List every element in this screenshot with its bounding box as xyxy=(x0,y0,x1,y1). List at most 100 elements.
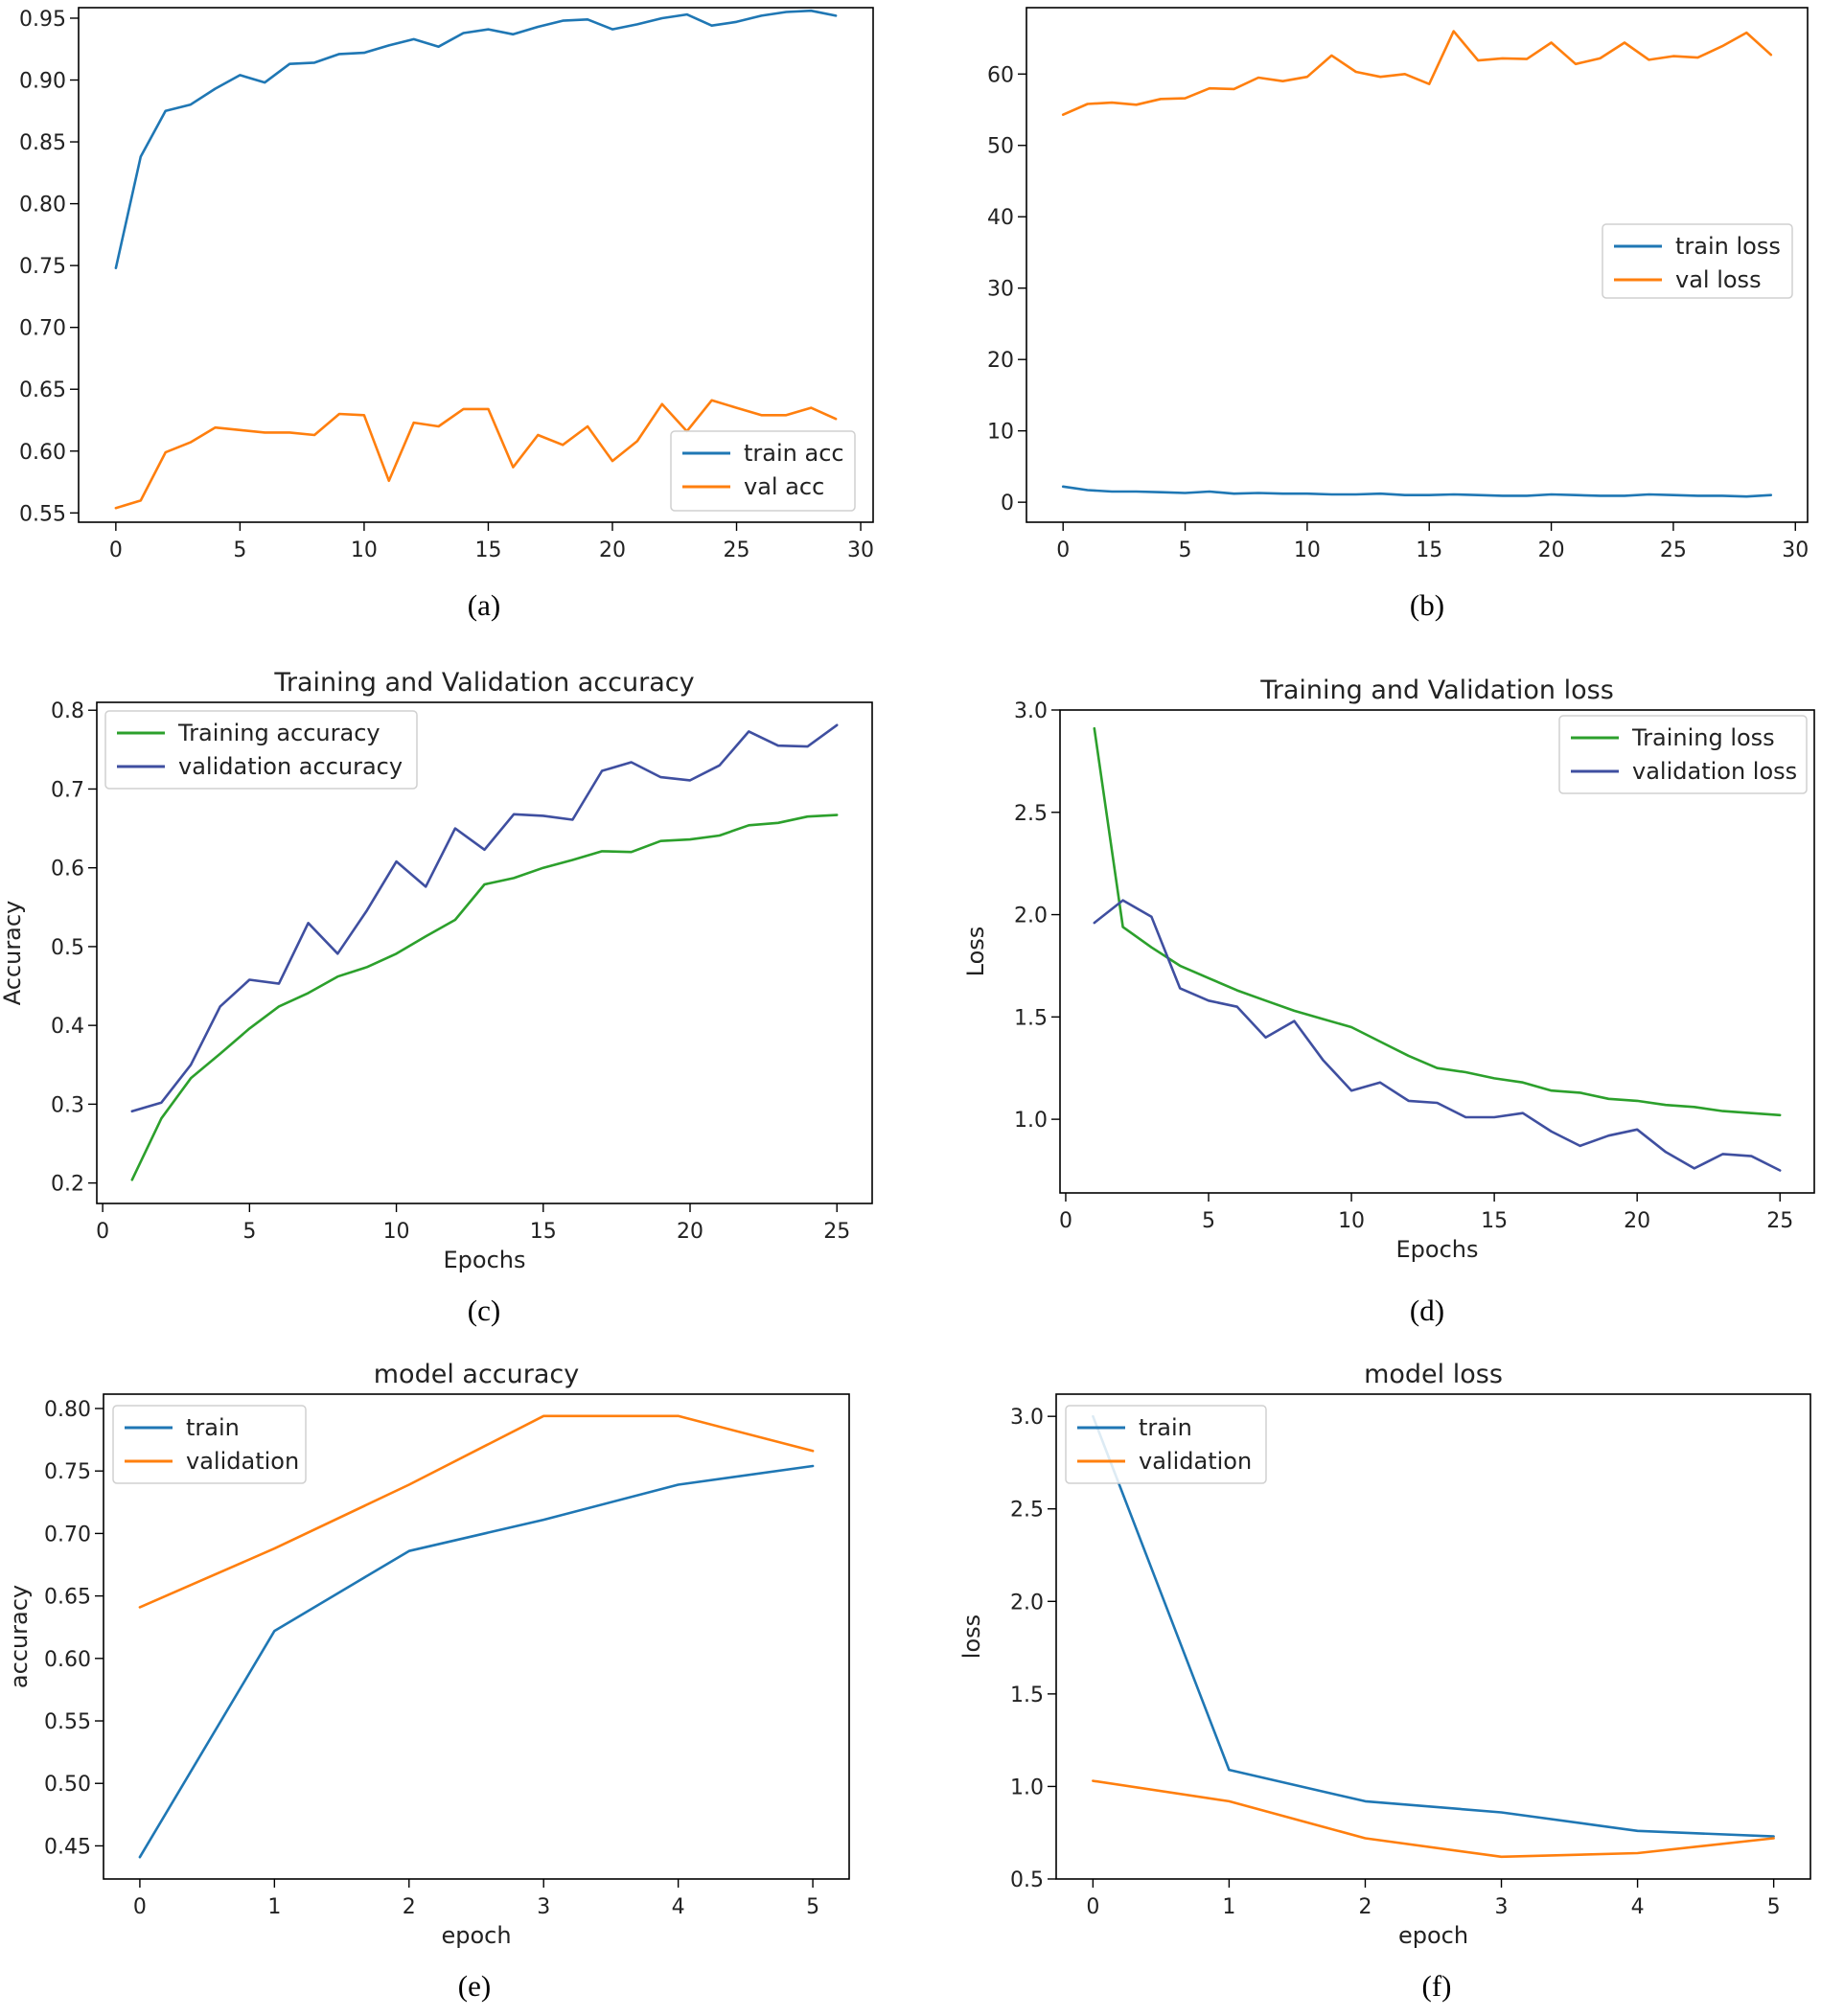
legend-label-e-1: train xyxy=(186,1414,240,1441)
y-tick-label-c: 0.2 xyxy=(51,1173,84,1197)
y-tick-label-f: 0.5 xyxy=(1010,1868,1044,1892)
y-tick-label-d: 2.5 xyxy=(1014,802,1048,826)
y-tick-label-e: 0.75 xyxy=(44,1460,91,1484)
x-tick-label-a: 10 xyxy=(351,538,378,562)
y-axis-label-d: Loss xyxy=(962,927,989,977)
x-tick-label-c: 5 xyxy=(242,1220,256,1244)
y-tick-label-c: 0.6 xyxy=(51,858,84,882)
x-tick-label-b: 15 xyxy=(1416,538,1442,562)
series-line-d-1 xyxy=(1093,726,1782,1117)
caption-c: (c) xyxy=(467,1294,501,1327)
y-tick-label-a: 0.75 xyxy=(19,255,66,279)
y-tick-label-f: 2.0 xyxy=(1010,1591,1044,1615)
chart-f: 0 1 2 3 4 5 0.5 1.0 1.5 2.0 2.5 3.0 model loss epoch l… xyxy=(958,1360,1811,1949)
y-tick-label-d: 3.0 xyxy=(1014,699,1048,723)
y-tick-label-e: 0.50 xyxy=(44,1773,91,1797)
x-tick-label-e: 3 xyxy=(537,1895,550,1919)
x-tick-label-f: 5 xyxy=(1767,1895,1781,1919)
y-tick-label-c: 0.5 xyxy=(51,936,84,960)
y-axis-label-c: Accuracy xyxy=(0,901,26,1006)
legend-label-e-2: validation xyxy=(186,1448,299,1475)
legend-label-b-1: train loss xyxy=(1675,233,1781,260)
y-tick-label-b: 0 xyxy=(1001,492,1014,515)
x-axis-label-e: epoch xyxy=(441,1922,511,1949)
series-line-a-2 xyxy=(114,399,838,510)
y-tick-label-c: 0.8 xyxy=(51,699,84,723)
y-tick-label-f: 2.5 xyxy=(1010,1499,1044,1523)
y-tick-label-a: 0.55 xyxy=(19,502,66,526)
y-tick-label-a: 0.65 xyxy=(19,378,66,402)
x-tick-label-c: 0 xyxy=(96,1220,109,1244)
x-tick-label-c: 15 xyxy=(530,1220,557,1244)
series-line-e-2 xyxy=(138,1414,815,1609)
legend-box-e xyxy=(112,1405,307,1484)
x-tick-label-b: 30 xyxy=(1782,538,1809,562)
y-tick-label-a: 0.90 xyxy=(19,70,66,94)
legend-a: train acc val acc xyxy=(670,430,856,512)
y-tick-label-b: 60 xyxy=(987,63,1014,87)
x-axis-label-f: epoch xyxy=(1398,1922,1468,1949)
series-line-c-1 xyxy=(130,813,839,1181)
series-line-b-1 xyxy=(1061,485,1773,498)
y-tick-label-d: 1.5 xyxy=(1014,1006,1048,1030)
x-tick-label-a: 20 xyxy=(599,538,626,562)
x-tick-label-e: 0 xyxy=(133,1895,147,1919)
y-axis-label-e: accuracy xyxy=(6,1585,33,1688)
caption-f: (f) xyxy=(1421,1969,1452,2003)
x-tick-label-a: 15 xyxy=(474,538,501,562)
y-tick-label-b: 40 xyxy=(987,206,1014,230)
y-tick-label-f: 3.0 xyxy=(1010,1406,1044,1430)
x-tick-label-e: 2 xyxy=(403,1895,416,1919)
y-tick-label-d: 2.0 xyxy=(1014,905,1048,928)
chart-d: 0 5 10 15 20 25 1.0 1.5 2.0 2.5 3.0 Training and Va… xyxy=(962,676,1815,1263)
caption-e: (e) xyxy=(457,1969,492,2003)
y-tick-label-f: 1.5 xyxy=(1010,1684,1044,1707)
x-tick-label-b: 20 xyxy=(1538,538,1565,562)
legend-box-f xyxy=(1065,1405,1267,1484)
x-tick-label-e: 4 xyxy=(672,1895,685,1919)
y-tick-label-c: 0.7 xyxy=(51,778,84,802)
x-tick-label-b: 0 xyxy=(1056,538,1070,562)
x-tick-label-d: 20 xyxy=(1624,1209,1650,1233)
x-axis-label-d: Epochs xyxy=(1396,1236,1479,1263)
y-tick-label-a: 0.70 xyxy=(19,317,66,341)
x-tick-label-d: 0 xyxy=(1059,1209,1072,1233)
x-axis-label-c: Epochs xyxy=(444,1247,526,1273)
x-tick-label-b: 10 xyxy=(1294,538,1321,562)
legend-label-a-1: train acc xyxy=(744,440,844,467)
y-tick-label-b: 20 xyxy=(987,349,1014,373)
x-tick-label-f: 1 xyxy=(1222,1895,1235,1919)
series-line-e-1 xyxy=(138,1464,815,1859)
chart-title-d: Training and Validation loss xyxy=(1259,676,1614,705)
legend-f: train validation xyxy=(1065,1405,1267,1484)
x-tick-label-c: 20 xyxy=(677,1220,703,1244)
legend-box-c xyxy=(104,710,418,790)
x-tick-label-f: 0 xyxy=(1086,1895,1099,1919)
x-tick-label-a: 25 xyxy=(724,538,750,562)
chart-title-c: Training and Validation accuracy xyxy=(273,668,694,698)
legend-label-c-1: Training accuracy xyxy=(177,720,380,746)
chart-e: 0 1 2 3 4 5 0.45 0.50 0.55 0.60 0.65 0.70 0.75 0.80 mo… xyxy=(6,1360,850,1949)
x-tick-label-d: 25 xyxy=(1766,1209,1793,1233)
series-line-f-1 xyxy=(1092,1414,1775,1838)
y-tick-label-e: 0.65 xyxy=(44,1586,91,1610)
chart-title-e: model accuracy xyxy=(374,1360,579,1389)
series-line-d-2 xyxy=(1093,899,1782,1172)
plot-frame-c xyxy=(96,701,873,1204)
series-line-f-2 xyxy=(1092,1779,1775,1859)
legend-label-b-2: val loss xyxy=(1675,266,1762,293)
legend-label-d-1: Training loss xyxy=(1631,724,1775,751)
legend-e: train validation xyxy=(112,1405,307,1484)
legend-label-a-2: val acc xyxy=(744,473,824,500)
x-tick-label-c: 10 xyxy=(383,1220,410,1244)
plot-frame-d xyxy=(1059,709,1815,1194)
x-tick-label-e: 1 xyxy=(267,1895,281,1919)
x-tick-label-f: 3 xyxy=(1495,1895,1509,1919)
series-line-a-1 xyxy=(114,9,838,270)
chart-a: 0 5 10 15 20 25 30 0.55 0.60 0.65 0.70 0.75 0.80 0.85… xyxy=(19,7,874,562)
y-tick-label-a: 0.95 xyxy=(19,8,66,32)
legend-box-a xyxy=(670,430,856,512)
y-tick-label-f: 1.0 xyxy=(1010,1775,1044,1799)
y-tick-label-c: 0.4 xyxy=(51,1015,84,1039)
y-axis-label-f: loss xyxy=(958,1615,985,1659)
